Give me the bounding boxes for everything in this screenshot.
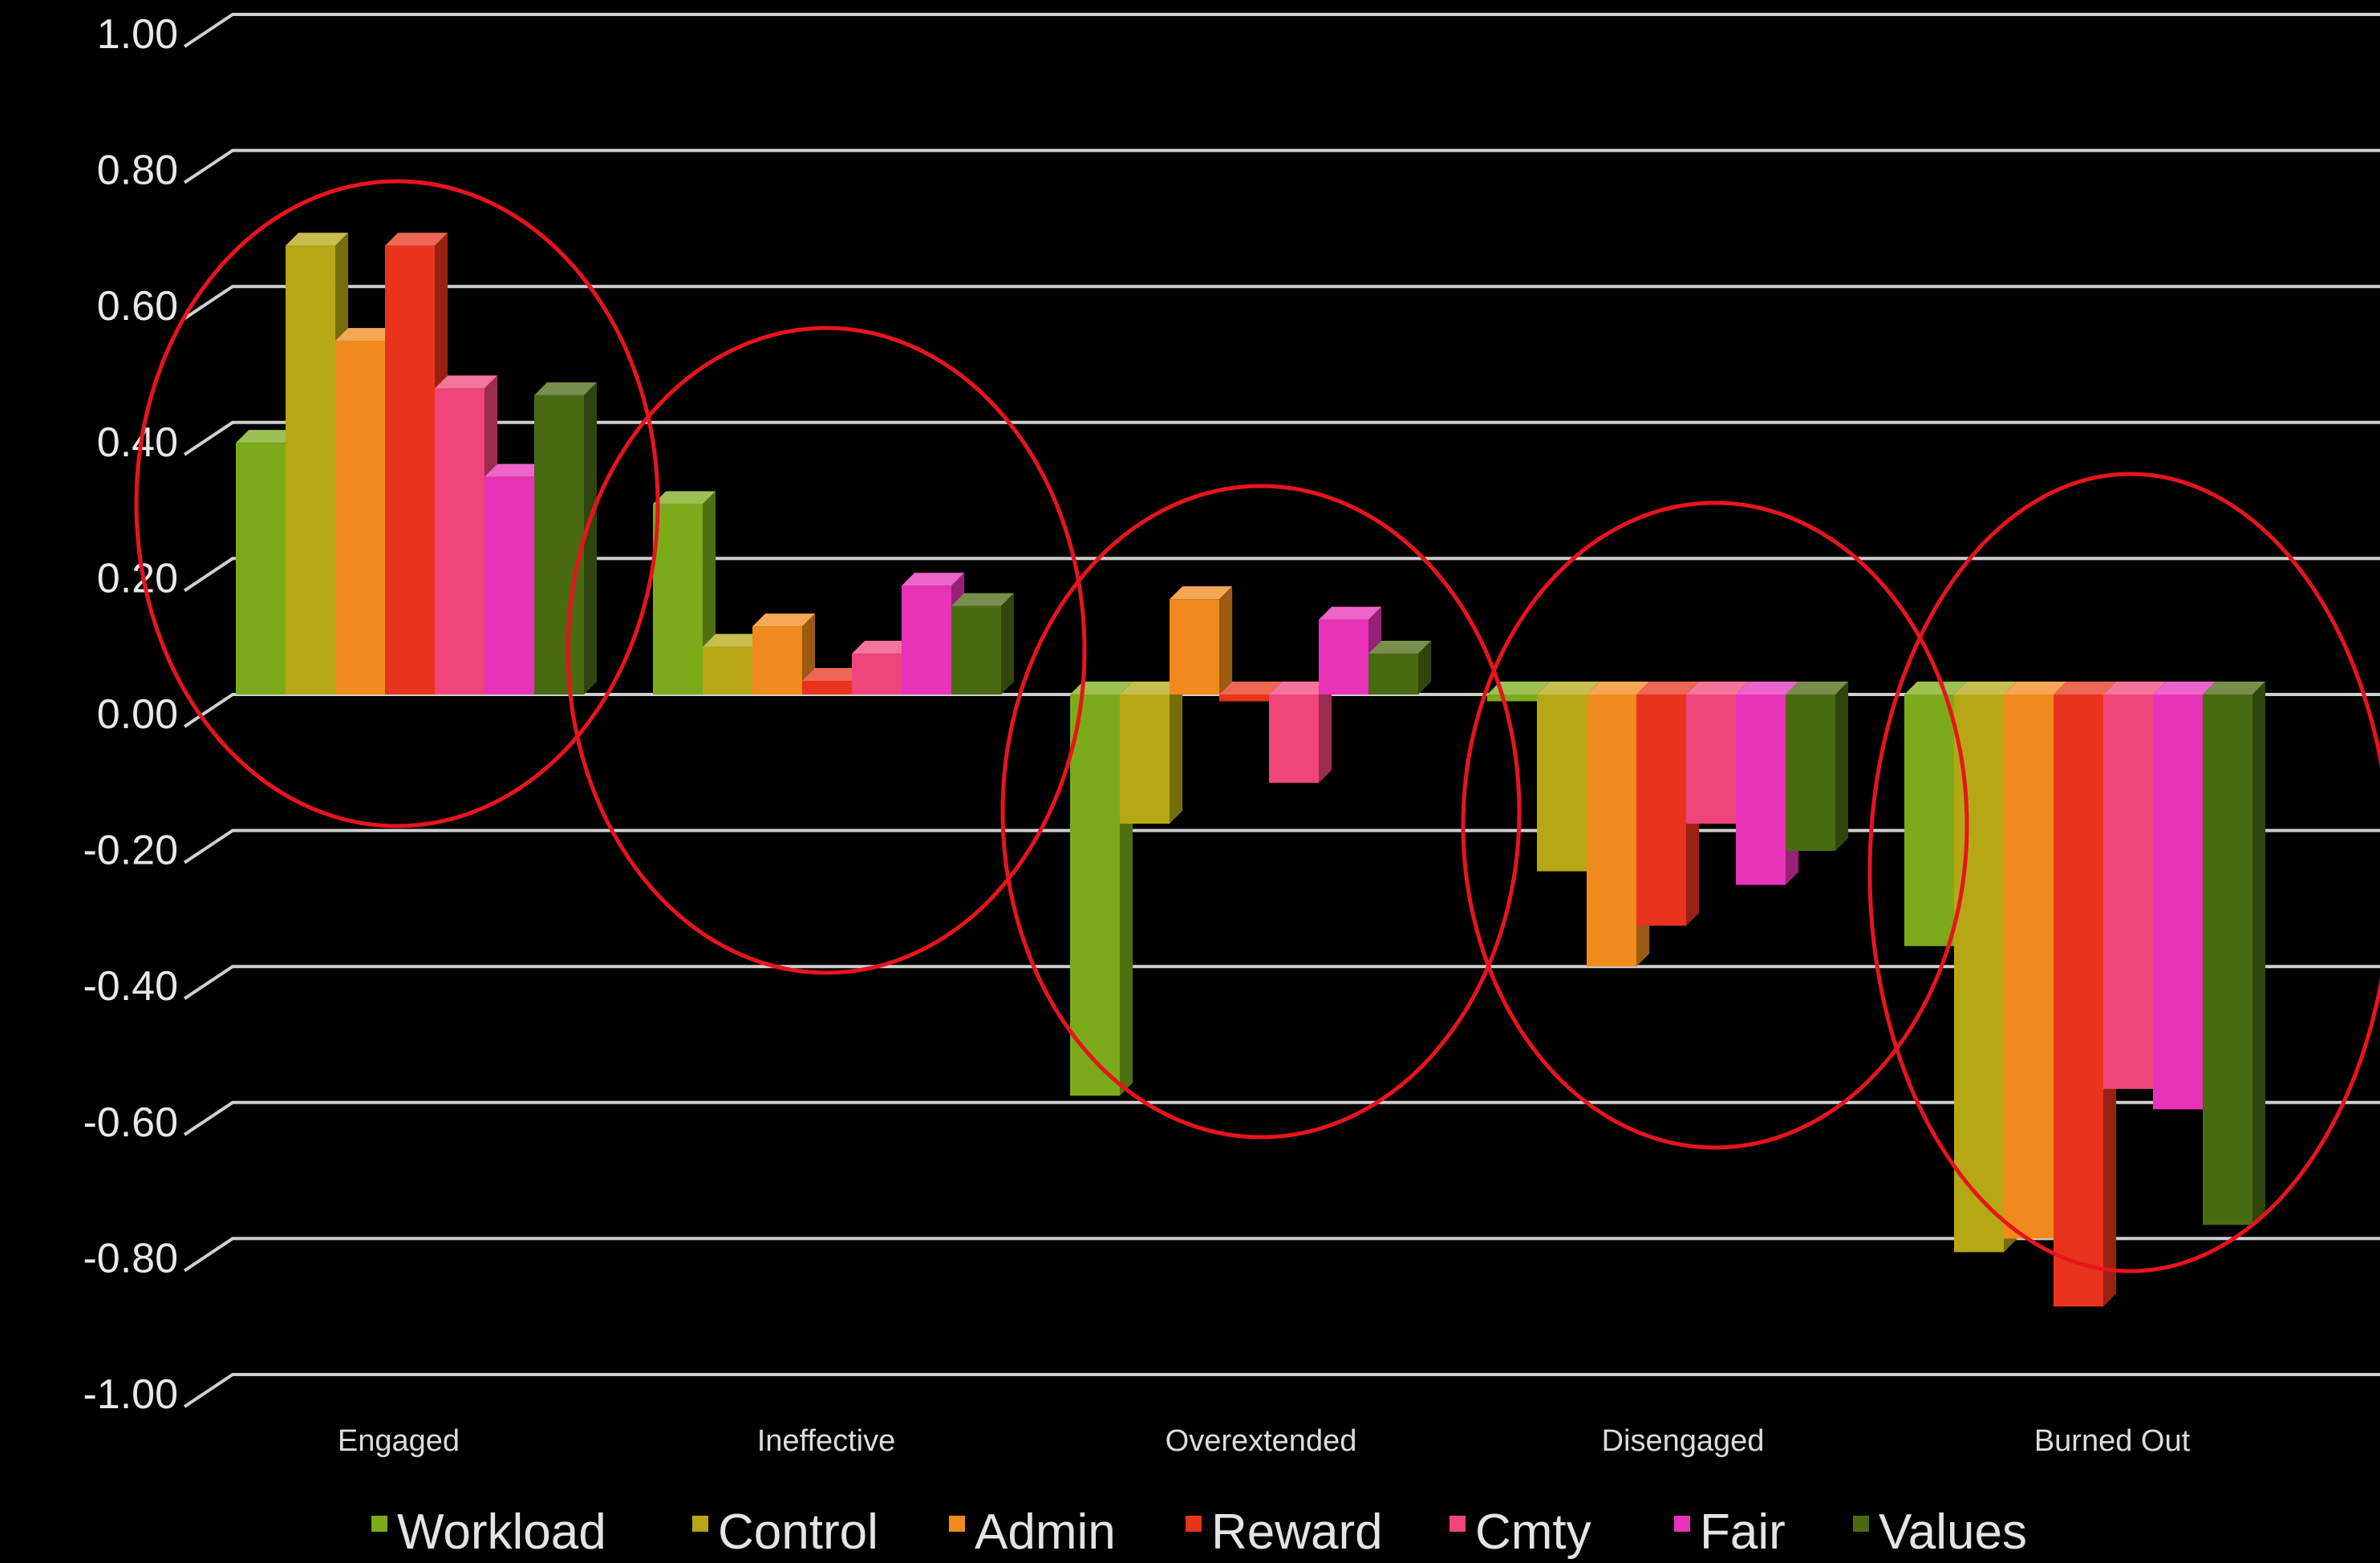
gridline: [183, 1373, 2380, 1408]
y-tick-label: 1.00: [97, 11, 178, 58]
legend-swatch: [1853, 1516, 1869, 1532]
legend-item: Fair: [1674, 1504, 1786, 1560]
gridline: [183, 285, 2380, 320]
legend-swatch: [1674, 1516, 1690, 1532]
legend-swatch: [692, 1516, 708, 1532]
x-axis-category-labels: Engaged Ineffective Overextended Disengaged…: [338, 1424, 2191, 1458]
gridline: [183, 420, 2380, 456]
category-label: Overextended: [1166, 1424, 1357, 1458]
gridline: [183, 13, 2380, 48]
gridline: [183, 557, 2380, 593]
highlight-ellipse: [1461, 500, 1969, 1150]
y-tick-label: 0.80: [97, 148, 178, 194]
legend-label: Fair: [1700, 1504, 1786, 1560]
legend-label: Values: [1879, 1504, 2027, 1560]
legend-item: Reward: [1186, 1504, 1383, 1560]
y-tick-label: 0.20: [97, 555, 178, 601]
highlight-ellipse: [134, 179, 660, 828]
y-tick-label: -0.60: [83, 1099, 178, 1146]
bars: [236, 233, 2266, 1307]
legend-swatch: [1186, 1516, 1202, 1532]
legend-label: Admin: [975, 1504, 1116, 1560]
y-axis-tick-labels: 1.000.800.600.400.200.00-0.20-0.40-0.60-…: [83, 11, 178, 1418]
legend-swatch: [1449, 1516, 1466, 1532]
bar: [1120, 681, 1183, 824]
gridline: [183, 148, 2380, 184]
bar: [1368, 641, 1432, 694]
gridline: [183, 1237, 2380, 1273]
y-tick-label: 0.00: [97, 691, 178, 738]
category-label: Disengaged: [1602, 1424, 1765, 1458]
legend-item: Workload: [371, 1504, 606, 1560]
bar: [2203, 681, 2266, 1225]
category-label: Ineffective: [757, 1424, 896, 1458]
category-label: Burned Out: [2034, 1424, 2191, 1458]
category-label: Engaged: [338, 1424, 460, 1458]
y-tick-label: -0.20: [83, 828, 178, 874]
highlight-ellipse: [566, 326, 1087, 975]
bar: [951, 593, 1015, 694]
legend: Workload Control Admin Reward Cmty Fair Values: [371, 1504, 2027, 1560]
legend-label: Reward: [1211, 1504, 1383, 1560]
highlight-ellipses: [134, 179, 2380, 1273]
gridlines: [183, 13, 2380, 1408]
legend-label: Cmty: [1475, 1504, 1591, 1560]
legend-item: Control: [692, 1504, 878, 1560]
legend-label: Workload: [397, 1504, 606, 1560]
legend-item: Admin: [949, 1504, 1116, 1560]
y-tick-label: -0.40: [83, 963, 178, 1010]
highlight-ellipse: [1000, 484, 1522, 1140]
y-tick-label: -0.80: [83, 1235, 178, 1282]
legend-label: Control: [718, 1504, 878, 1560]
bar: [1786, 681, 1849, 852]
legend-item: Cmty: [1449, 1504, 1591, 1560]
bar: [534, 382, 598, 694]
gridline: [183, 1100, 2380, 1136]
legend-swatch: [371, 1516, 387, 1532]
gridline: [183, 965, 2380, 1000]
bar: [1269, 681, 1332, 784]
y-tick-label: 0.60: [97, 283, 178, 330]
bar: [1170, 586, 1233, 694]
highlight-ellipse: [1867, 472, 2380, 1273]
y-tick-label: -1.00: [83, 1371, 178, 1418]
legend-item: Values: [1853, 1504, 2027, 1560]
bar: [752, 613, 816, 694]
legend-swatch: [949, 1516, 965, 1532]
